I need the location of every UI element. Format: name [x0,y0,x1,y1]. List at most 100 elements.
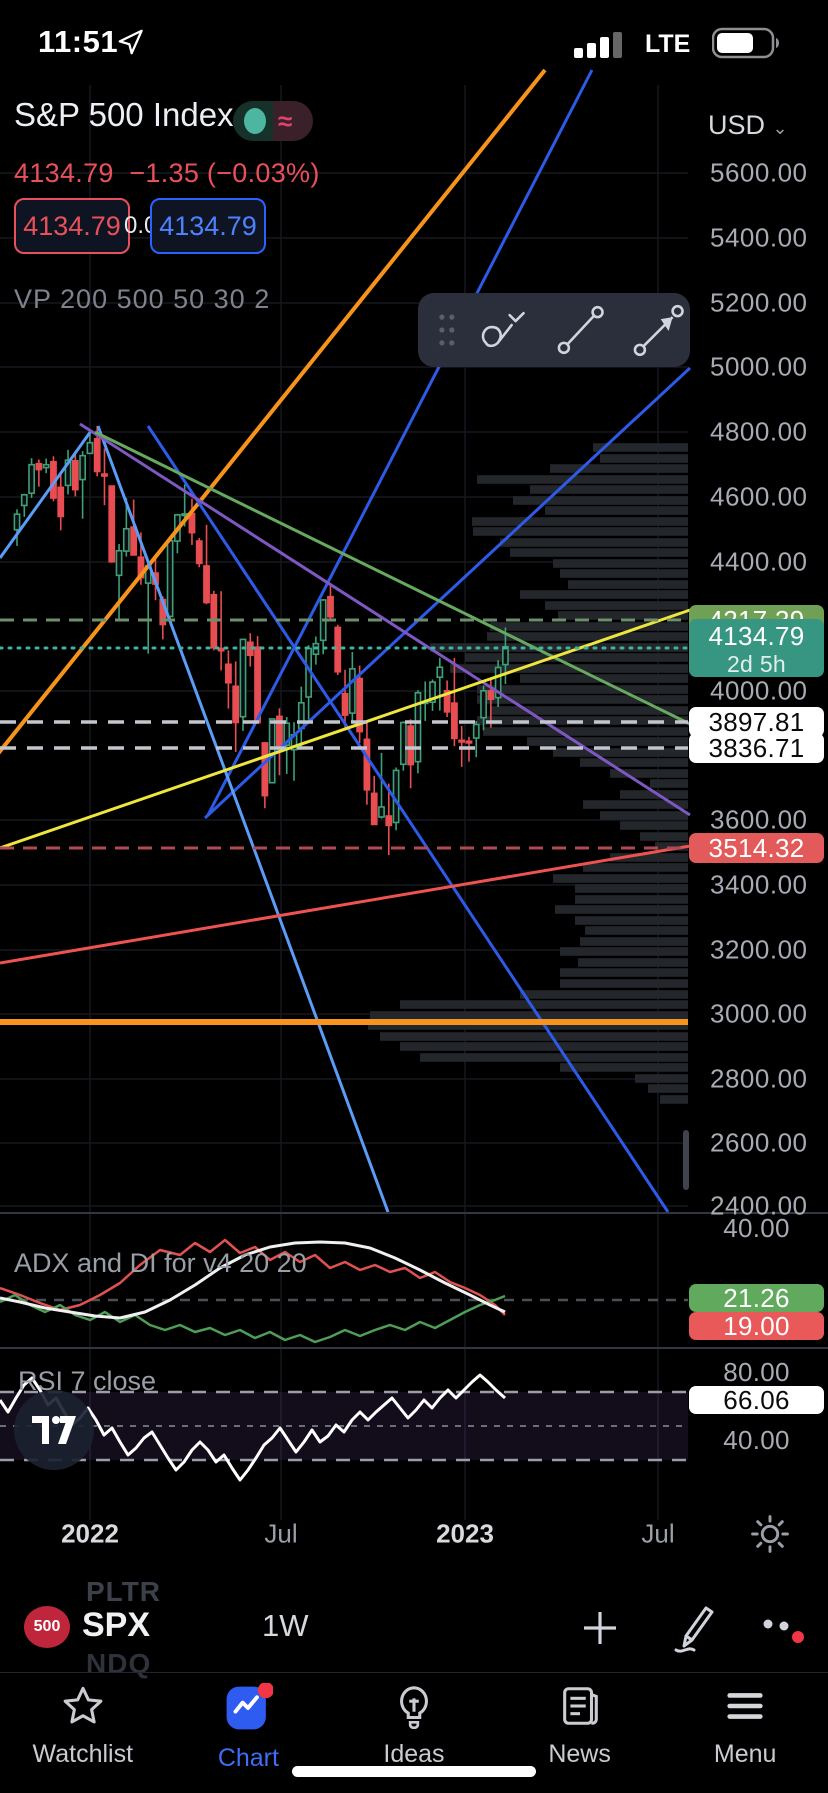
nav-label: Ideas [383,1740,445,1768]
candle-body [122,527,130,552]
orange-ascending[interactable] [0,68,547,770]
candle-body [108,485,116,563]
symbol-above[interactable]: PLTR [86,1576,162,1607]
y-axis-tick: 4400.00 [710,546,808,577]
candle-body [261,742,269,797]
green-descending[interactable] [94,430,691,726]
volume-profile-bar [545,601,688,610]
candle-body [239,638,247,718]
active-symbol[interactable]: SPX [82,1606,151,1644]
draw-icon[interactable] [668,1600,720,1656]
brightness-icon[interactable] [748,1512,792,1556]
candle-body [348,668,356,714]
volume-profile-legend[interactable]: VP 200 500 50 30 2 [14,284,271,314]
rsi-value-label: 66.06 [689,1385,824,1415]
volume-profile-bar [510,548,688,557]
red-ascending[interactable] [0,844,691,965]
volume-profile-bar [520,590,688,599]
nav-item-ideas[interactable]: Ideas [331,1673,497,1793]
x-axis-tick: 2023 [436,1518,494,1549]
candle-body [327,595,334,618]
price-label: 3836.71 [689,733,824,763]
y-axis-tick: 3400.00 [710,869,808,900]
x-axis-tick: Jul [641,1518,675,1549]
volume-profile-bar [553,874,688,883]
volume-profile-bar [545,506,688,515]
volume-profile-bar [560,569,688,578]
signal-bars-icon [574,32,622,58]
candle-body [458,739,466,743]
volume-profile-bar [400,1000,688,1009]
buy-button[interactable]: 4134.79 [150,198,266,254]
candle-body [283,722,291,746]
home-indicator[interactable] [292,1766,536,1777]
location-arrow-icon [118,29,143,55]
y-axis-tick: 4000.00 [710,675,808,706]
chart-icon [223,1682,275,1738]
candle-body [232,685,240,724]
arrow-tool-icon[interactable] [629,303,690,357]
candle-body [86,441,94,455]
volume-profile-bar [555,905,688,914]
nav-label: Menu [713,1740,777,1768]
nav-item-chart[interactable]: Chart [166,1673,332,1793]
candle-body [79,454,87,481]
candle-body [225,663,232,684]
volume-profile-bar [610,853,688,862]
yellow-ascending[interactable] [0,608,691,850]
sell-button[interactable]: 4134.79 [14,198,130,254]
purple-descending[interactable] [79,422,691,817]
volume-profile-bar [620,790,688,799]
nav-item-watchlist[interactable]: Watchlist [0,1673,166,1793]
lightbulb-icon [391,1683,437,1734]
volume-profile-bar [400,1042,688,1051]
volume-profile-bar [483,727,688,736]
candle-body [217,647,225,652]
price-label: 4134.79 2d 5h [689,619,824,677]
volume-profile-bar [450,664,688,673]
y-axis-tick: 4800.00 [710,416,808,447]
market-toggle[interactable]: ≈ [233,101,313,141]
fan-descending-blue[interactable] [146,425,670,1213]
fan-descending-lightblue[interactable] [96,425,390,1213]
candle-body [465,740,473,744]
nav-item-menu[interactable]: Menu [662,1673,828,1793]
candle-body [450,702,458,740]
currency-selector[interactable]: USD ⌄ [708,110,788,140]
volume-profile-bar [477,475,688,484]
nav-label: Chart [217,1744,279,1772]
drawing-toolbar[interactable] [418,293,690,367]
support-lightblue-short[interactable] [0,430,93,559]
adx-pane-title[interactable]: ADX and DI for v4 20 20 [14,1248,307,1278]
brush-tool-icon[interactable] [472,303,533,357]
axis-scrollbar[interactable] [683,1130,689,1190]
adx-axis-tick: 40.00 [723,1212,790,1243]
x-axis-tick: 2022 [61,1518,119,1549]
more-options-icon[interactable] [758,1608,810,1652]
y-axis-tick: 2600.00 [710,1127,808,1158]
volume-profile-bar [560,968,688,977]
y-axis-tick: 5000.00 [710,351,808,382]
candle-body [20,493,28,507]
trendline-tool-icon[interactable] [551,303,612,357]
volume-profile-bar [560,979,688,988]
drag-handle-icon[interactable] [430,307,464,353]
volume-profile-bar [477,685,688,694]
candle-body [363,738,371,791]
interval-selector[interactable]: 1W [262,1608,309,1643]
nav-item-news[interactable]: News [497,1673,663,1793]
network-type: LTE [645,30,691,58]
candle-body [115,549,123,577]
symbol-title[interactable]: S&P 500 Index [14,96,234,133]
status-time: 11:51 [38,24,119,59]
blue-ascending-2[interactable] [203,366,692,820]
symbol-below[interactable]: NDQ [86,1648,152,1679]
blue-steep-ascending[interactable] [206,69,594,816]
volume-profile-bar [580,758,688,767]
volume-profile-bar [575,895,688,904]
volume-profile-bar [513,496,688,505]
candle-body [13,513,21,531]
price-change-line: 4134.79 −1.35 (−0.03%) [14,158,320,188]
candle-body [57,486,65,518]
add-icon[interactable] [576,1604,624,1652]
